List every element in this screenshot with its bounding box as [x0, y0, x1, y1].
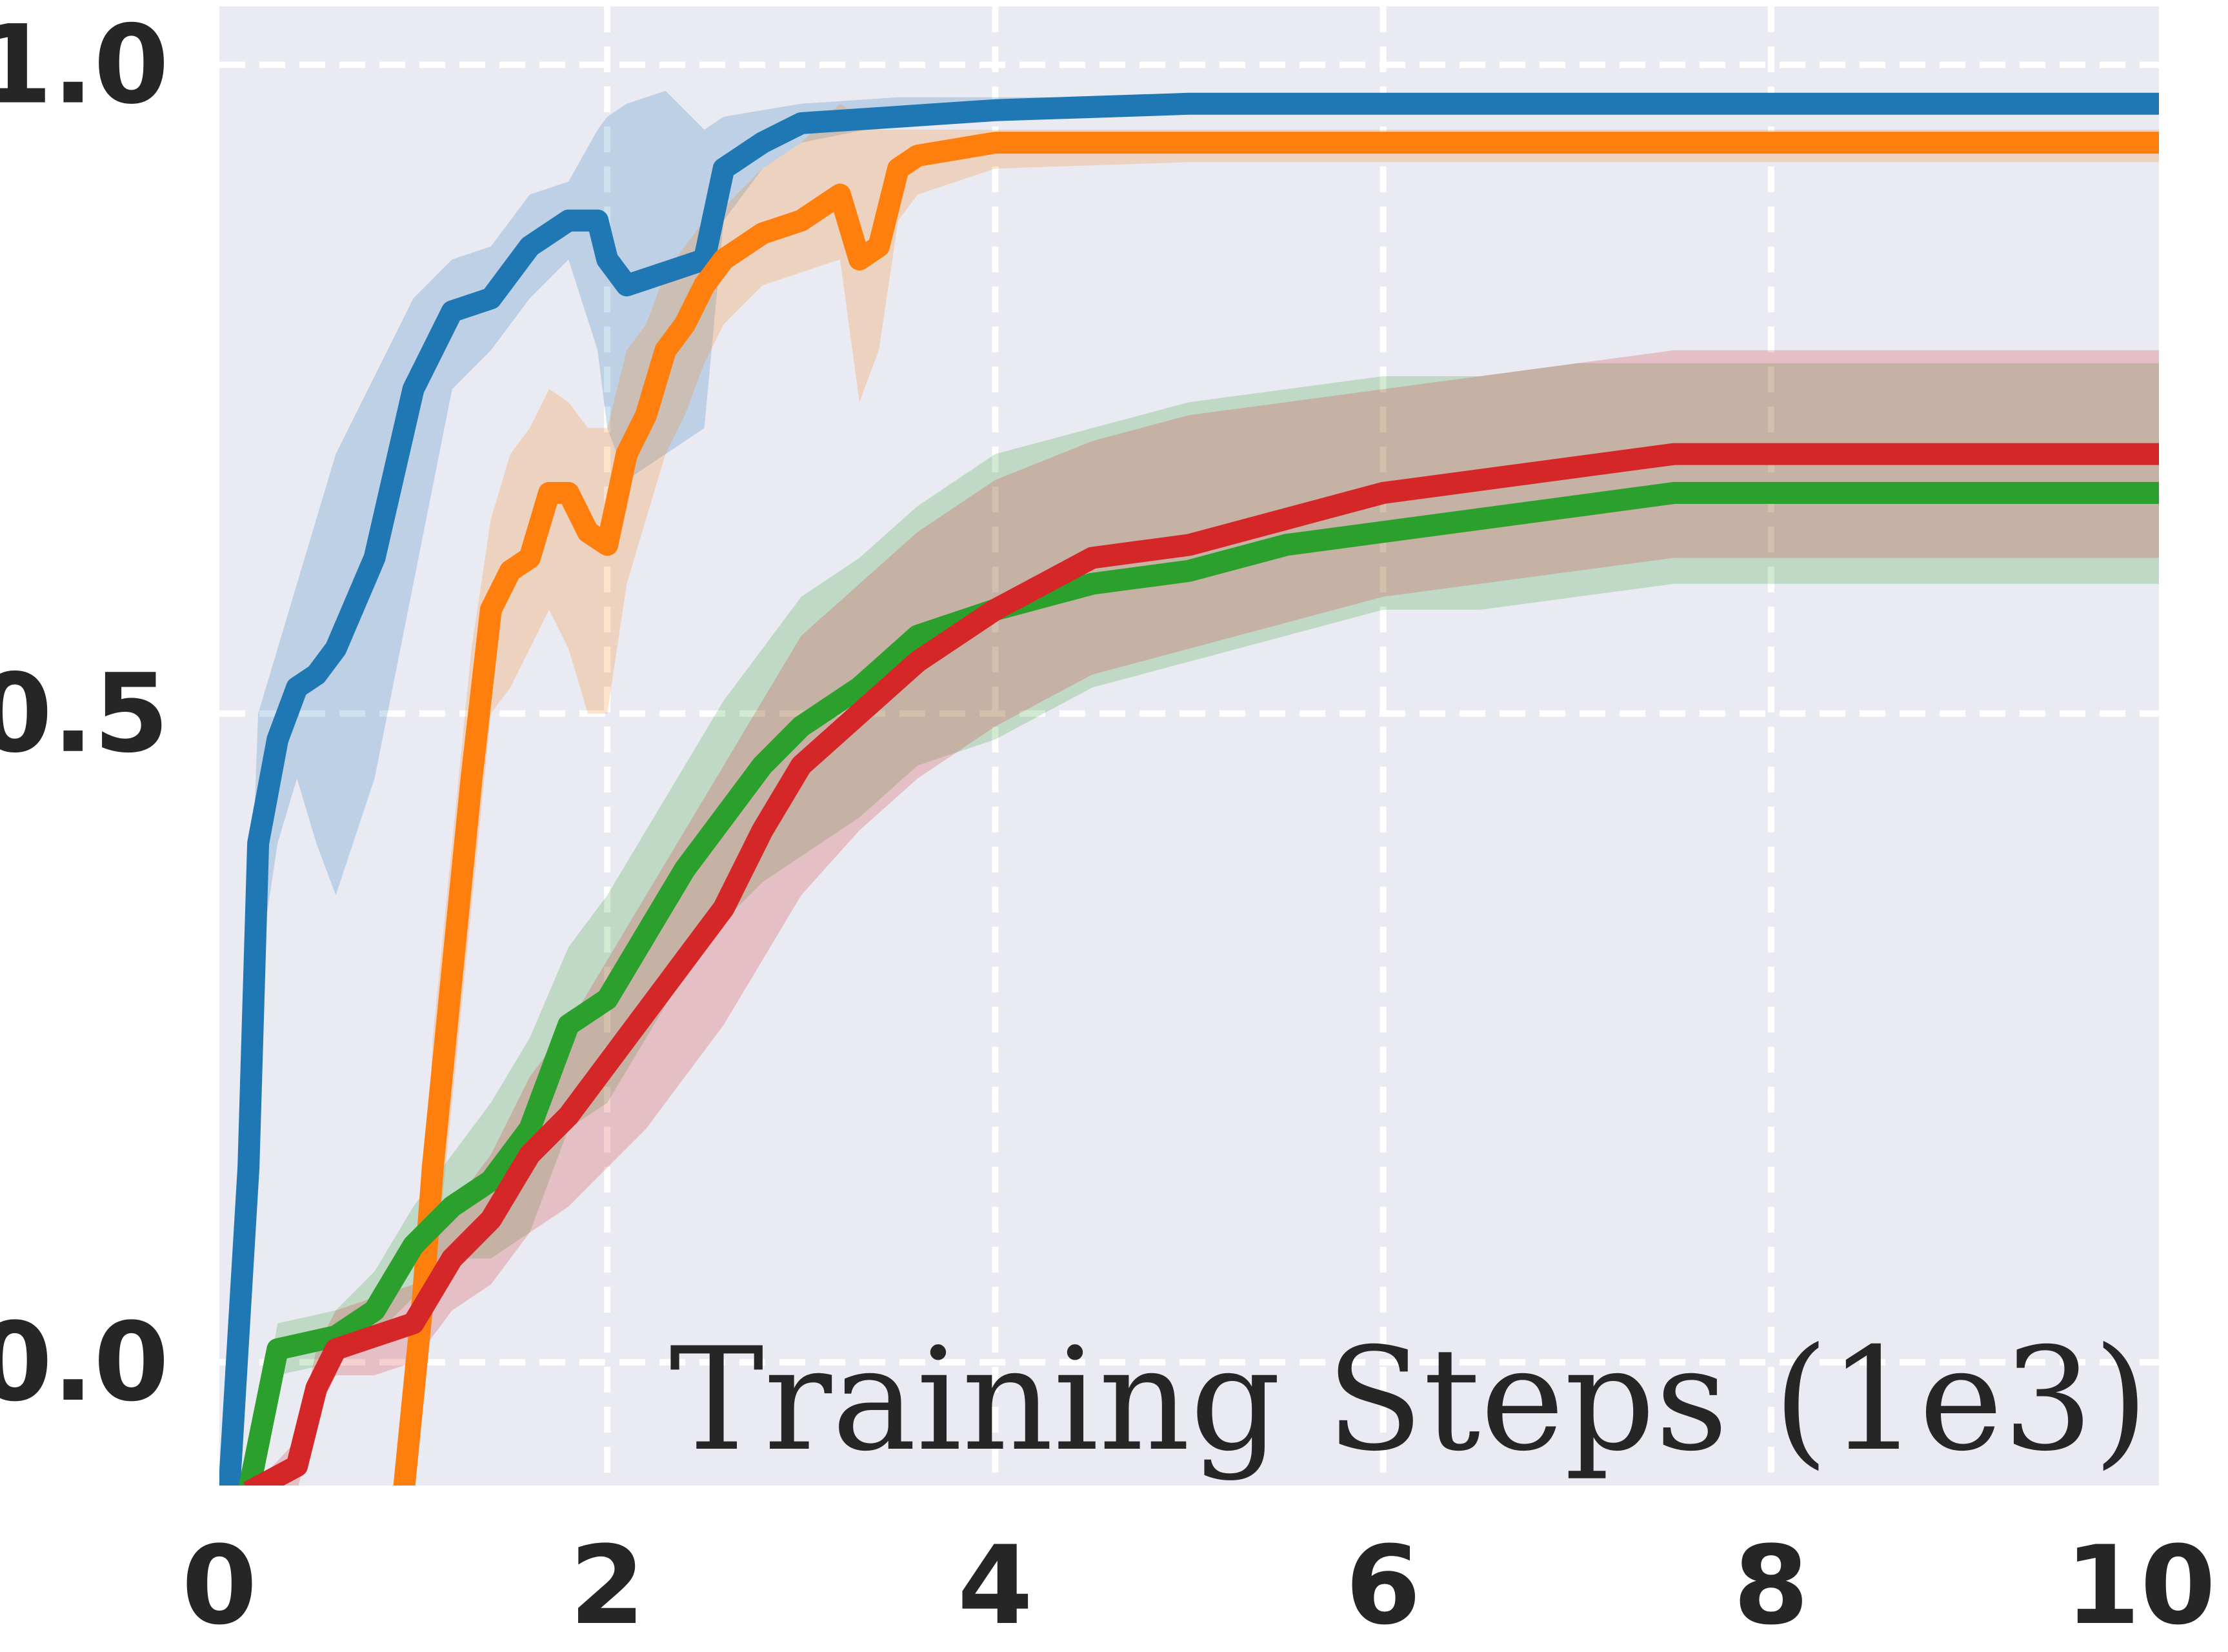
- x-tick-label-0: 0: [182, 1522, 257, 1649]
- series-2-band: [249, 363, 2159, 1486]
- plot-background: [219, 6, 2159, 1486]
- x-tick-label-2: 4: [958, 1522, 1033, 1649]
- x-axis-label: Training Steps (1e3): [669, 1317, 2149, 1482]
- series-1-line: [393, 132, 2159, 1486]
- x-tick-label-4: 8: [1733, 1522, 1809, 1649]
- series-lines: [219, 92, 2159, 1486]
- series-0-line: [219, 92, 2159, 1486]
- y-tick-labels: 0.0 0.5 1.0: [0, 1, 169, 1425]
- y-tick-label-0: 0.0: [0, 1299, 169, 1425]
- x-tick-labels: 0 2 4 6 8 10: [182, 1522, 2216, 1649]
- y-tick-label-1: 0.5: [0, 650, 169, 777]
- series-2-line: [238, 481, 2159, 1486]
- x-tick-label-1: 2: [570, 1522, 645, 1649]
- x-tick-label-3: 6: [1345, 1522, 1421, 1649]
- y-tick-label-2: 1.0: [0, 1, 169, 128]
- x-tick-label-5: 10: [2065, 1522, 2216, 1649]
- series-3-line: [243, 443, 2159, 1486]
